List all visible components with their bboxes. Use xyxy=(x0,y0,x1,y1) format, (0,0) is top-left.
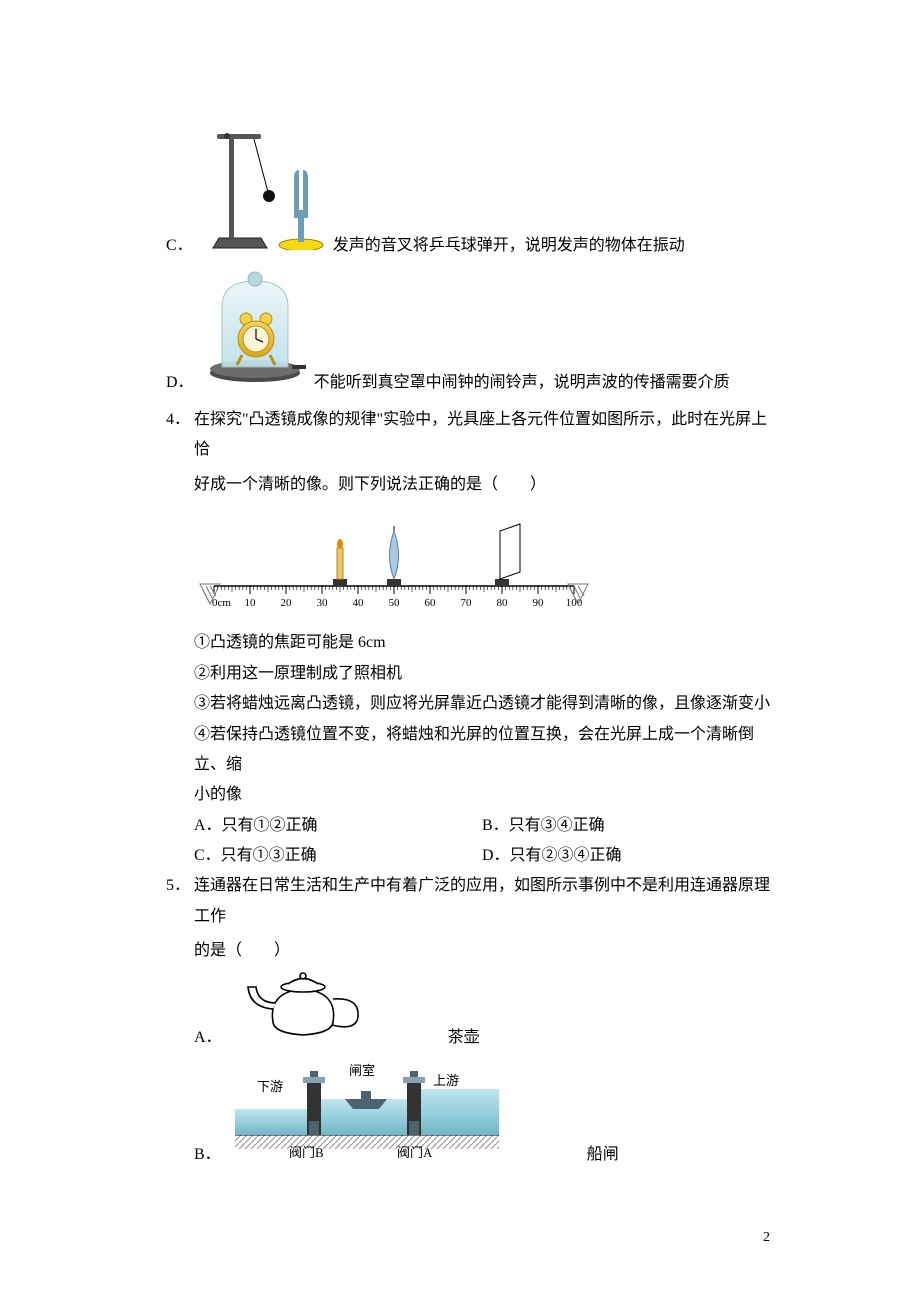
svg-text:下游: 下游 xyxy=(257,1079,283,1094)
svg-text:阀门A: 阀门A xyxy=(397,1145,433,1159)
tuning-fork-diagram xyxy=(199,120,329,261)
q4-statement-1: ①凸透镜的焦距可能是 6cm xyxy=(166,628,770,658)
svg-text:50: 50 xyxy=(389,597,401,609)
option-d-text: 不能听到真空罩中闹钟的闹铃声，说明声波的传播需要介质 xyxy=(314,368,730,398)
page-number: 2 xyxy=(763,1225,770,1252)
q5-number: 5． xyxy=(166,871,194,932)
q4-statement-2: ②利用这一原理制成了照相机 xyxy=(166,659,770,689)
svg-text:70: 70 xyxy=(461,597,473,609)
q4-choice-a: A．只有①②正确 xyxy=(194,811,482,841)
svg-text:上游: 上游 xyxy=(433,1073,459,1088)
svg-text:闸室: 闸室 xyxy=(349,1063,375,1078)
q5-option-a-label: A． xyxy=(194,1023,222,1053)
option-c-text: 发声的音叉将乒乓球弹开，说明发声的物体在振动 xyxy=(333,231,685,261)
q5-option-a-caption: 茶壶 xyxy=(448,1023,480,1053)
svg-text:60: 60 xyxy=(425,597,437,609)
teapot-diagram xyxy=(228,967,408,1053)
q4-statement-4a: ④若保持凸透镜位置不变，将蜡烛和光屏的位置互换，会在光屏上成一个清晰倒立、缩 xyxy=(166,720,770,781)
q5-option-b-caption: 船闸 xyxy=(587,1140,619,1170)
svg-text:阀门B: 阀门B xyxy=(289,1145,324,1159)
q5-stem-line2: 的是（ ） xyxy=(166,936,770,966)
option-d-label: D． xyxy=(166,368,194,398)
svg-text:80: 80 xyxy=(497,597,509,609)
svg-text:40: 40 xyxy=(353,597,365,609)
svg-text:10: 10 xyxy=(245,597,257,609)
q5-stem-line1: 连通器在日常生活和生产中有着广泛的应用，如图所示事例中不是利用连通器原理工作 xyxy=(194,871,770,932)
svg-text:30: 30 xyxy=(317,597,329,609)
q4-number: 4． xyxy=(166,405,194,466)
q4-choice-d: D．只有②③④正确 xyxy=(482,841,770,871)
q4-choice-c: C．只有①③正确 xyxy=(194,841,482,871)
bell-jar-diagram xyxy=(200,267,310,398)
q4-stem-line2: 好成一个清晰的像。则下列说法正确的是（ ） xyxy=(166,470,770,500)
q4-choice-b: B．只有③④正确 xyxy=(482,811,770,841)
svg-text:0cm: 0cm xyxy=(212,597,231,609)
q4-stem-line1: 在探究"凸透镜成像的规律"实验中，光具座上各元件位置如图所示，此时在光屏上恰 xyxy=(194,405,770,466)
q4-statement-4b: 小的像 xyxy=(166,780,770,810)
ship-lock-diagram: 下游 闸室 上游 阀门B 阀门A xyxy=(227,1059,507,1170)
optical-bench-diagram: 0cm102030405060708090100 xyxy=(166,506,770,622)
option-c-label: C． xyxy=(166,231,193,261)
q5-option-b-label: B． xyxy=(194,1140,221,1170)
svg-text:20: 20 xyxy=(281,597,293,609)
q4-statement-3: ③若将蜡烛远离凸透镜，则应将光屏靠近凸透镜才能得到清晰的像，且像逐渐变小 xyxy=(166,689,770,719)
svg-text:90: 90 xyxy=(533,597,545,609)
